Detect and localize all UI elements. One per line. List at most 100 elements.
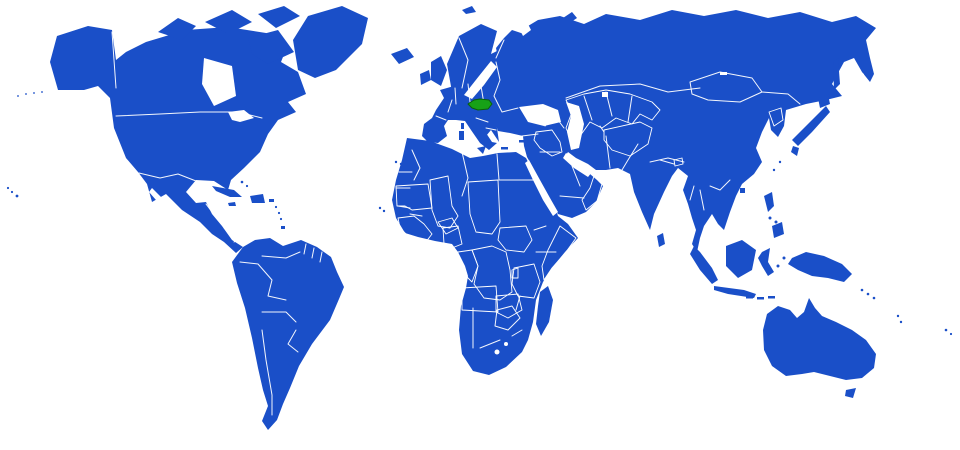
persian-gulf [563, 153, 592, 177]
moluccas [776, 264, 780, 268]
gray-countries [395, 89, 930, 382]
cape-verde [378, 206, 382, 210]
sakhalin [833, 58, 840, 90]
hawaii [6, 186, 10, 190]
madagascar [536, 286, 553, 336]
country-bhutan [673, 157, 684, 167]
great-lakes [228, 110, 254, 122]
hudson-bay [202, 58, 236, 106]
sicily [477, 146, 486, 154]
arctic-island [158, 18, 196, 40]
corsica [461, 123, 464, 129]
vanuatu [896, 314, 900, 318]
border-central-america [205, 203, 241, 243]
mindanao [772, 222, 784, 238]
border-arabia [539, 151, 585, 199]
border-iran-pakistan [605, 135, 611, 169]
border-east-africa [533, 225, 557, 253]
territory-new-caledonia [917, 309, 930, 319]
canary-islands [394, 160, 398, 164]
ryukyu [778, 160, 782, 164]
country-afghanistan [603, 121, 653, 157]
great-britain [431, 56, 447, 86]
cuba [212, 186, 242, 197]
java [714, 286, 756, 298]
sri-lanka [657, 233, 665, 247]
country-north-korea [768, 107, 784, 127]
landmass-africa [392, 138, 578, 375]
solomon-islands [866, 292, 870, 296]
border-kazakhstan-russia [565, 83, 701, 99]
landmass-south-america [232, 238, 344, 430]
landmass-eurasia [422, 10, 876, 252]
border-southern-africa [472, 295, 523, 349]
arctic-island [205, 10, 252, 34]
hispaniola [250, 194, 265, 203]
country-tanzania [511, 263, 541, 299]
country-new-zealand-south [875, 359, 897, 382]
bahamas [240, 180, 244, 184]
solomon-islands [860, 288, 864, 292]
visayas [774, 220, 778, 224]
white-sea [520, 24, 531, 36]
visayas [768, 216, 772, 220]
border-zimbabwe [494, 305, 521, 331]
gulf-of-california [149, 188, 172, 212]
baffin-island [248, 30, 294, 64]
crete [501, 147, 508, 150]
iceland [391, 48, 414, 64]
country-iraq [533, 129, 563, 157]
country-rwanda-burundi [511, 267, 519, 279]
highlight-country-group [467, 98, 493, 111]
arctic-island [258, 6, 300, 28]
new-guinea [788, 252, 852, 282]
country-ghana-togo-benin [442, 225, 463, 249]
red-sea [525, 160, 558, 216]
aleutians [33, 92, 35, 94]
aleutians [17, 95, 19, 97]
tasmania [845, 388, 856, 398]
lesotho [494, 349, 500, 355]
country-taiwan [762, 173, 771, 189]
country-oman [581, 175, 603, 211]
country-chad [467, 179, 501, 235]
luzon [764, 192, 774, 212]
lesser-sunda [746, 296, 753, 299]
aleutians [25, 93, 27, 95]
aral-sea [602, 92, 608, 97]
hokkaido [818, 94, 830, 108]
antilles [277, 211, 281, 215]
hainan [740, 188, 745, 193]
victoria-island [200, 36, 232, 56]
hawaii [10, 190, 14, 194]
water-overlays [149, 24, 864, 355]
landmass-australia [763, 298, 876, 380]
cape-verde [382, 209, 386, 213]
sardinia [459, 131, 464, 140]
sea-of-okhotsk [844, 62, 864, 90]
border-alaska-canada [111, 31, 117, 89]
border-india-pakistan [621, 143, 639, 171]
landmass-north-america [50, 26, 306, 253]
lesser-sunda [768, 296, 775, 299]
canary-islands [399, 162, 403, 166]
trinidad [281, 226, 285, 229]
country-somalia [541, 225, 577, 281]
puerto-rico [269, 199, 274, 202]
eswatini [504, 342, 508, 346]
honshu [792, 106, 830, 146]
moluccas [782, 256, 786, 260]
fiji [944, 328, 948, 332]
country-dr-congo [471, 245, 513, 301]
lake-baikal [720, 72, 727, 75]
sumatra [690, 246, 718, 284]
country-angola [461, 285, 499, 313]
ryukyu [772, 168, 776, 172]
antilles [274, 205, 278, 209]
caspian-sea [566, 102, 584, 150]
border-south-america [239, 243, 323, 416]
ireland [420, 70, 431, 85]
solomon-islands [872, 296, 876, 300]
